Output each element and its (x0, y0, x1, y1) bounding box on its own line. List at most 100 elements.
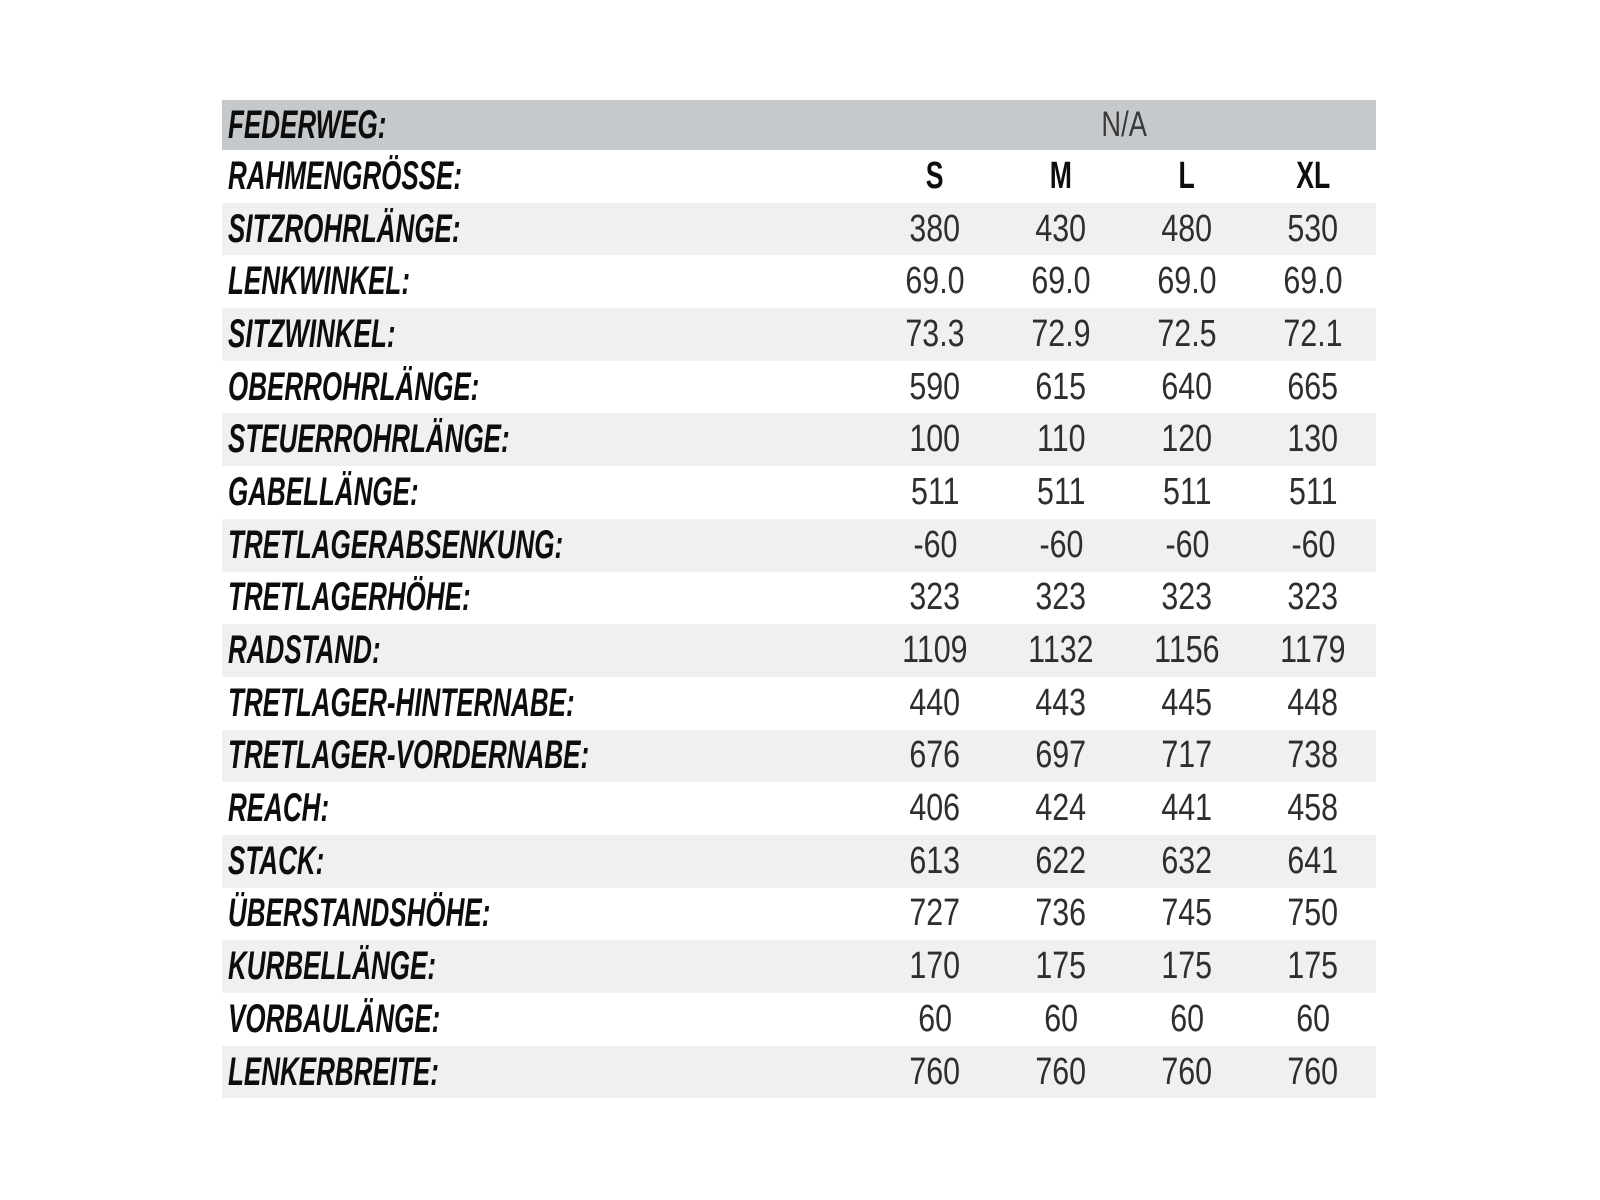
cell-value: 430 (1035, 207, 1087, 250)
value-cell: 69.0 (1124, 260, 1250, 303)
federweg-value-cell: N/A (872, 105, 1376, 145)
table-row: LENKWINKEL: 69.0 69.0 69.0 69.0 (222, 255, 1376, 309)
cell-value: 480 (1161, 207, 1213, 250)
cell-value: -60 (1165, 523, 1209, 566)
value-cell: 1109 (872, 629, 998, 672)
row-label-cell: OBERROHRLÄNGE: (222, 365, 872, 410)
value-cell: 430 (998, 208, 1124, 251)
cell-value: 736 (1035, 892, 1087, 935)
row-label-cell: TRETLAGER-HINTERNABE: (222, 681, 872, 726)
row-label: STACK: (228, 838, 325, 883)
value-cell: 1156 (1124, 629, 1250, 672)
value-cell: -60 (872, 524, 998, 567)
row-label: LENKERBREITE: (228, 1049, 439, 1094)
cell-value: 511 (910, 470, 960, 513)
row-label-cell: ÜBERSTANDSHÖHE: (222, 891, 872, 936)
row-label-cell: FEDERWEG: (222, 103, 872, 148)
value-cell: 175 (1250, 945, 1376, 988)
cell-value: 170 (909, 945, 961, 988)
cell-value: 60 (1296, 997, 1330, 1040)
row-label: OBERROHRLÄNGE: (228, 364, 480, 409)
row-label: RAHMENGRÖSSE: (228, 153, 463, 198)
value-cell: 323 (872, 576, 998, 619)
value-cell: 69.0 (998, 260, 1124, 303)
table-row: SITZROHRLÄNGE: 380 430 480 530 (222, 202, 1376, 256)
value-cell: 175 (1124, 945, 1250, 988)
cell-value: 738 (1287, 734, 1339, 777)
value-cell: 760 (1124, 1051, 1250, 1094)
value-cell: 175 (998, 945, 1124, 988)
geometry-table: FEDERWEG: N/A RAHMENGRÖSSE: S M L XL SIT… (222, 100, 1376, 1099)
table-row-federweg: FEDERWEG: N/A (222, 100, 1376, 150)
value-cell: 130 (1250, 418, 1376, 461)
cell-value: 60 (1170, 997, 1204, 1040)
value-cell: 380 (872, 208, 998, 251)
value-cell: 448 (1250, 682, 1376, 725)
value-cell: 632 (1124, 840, 1250, 883)
cell-value: 530 (1287, 207, 1339, 250)
value-cell: 60 (872, 998, 998, 1041)
value-cell: 1132 (998, 629, 1124, 672)
cell-value: 120 (1161, 418, 1213, 461)
value-cell: 73.3 (872, 313, 998, 356)
value-cell: 406 (872, 787, 998, 830)
federweg-value: N/A (1101, 105, 1147, 144)
row-label-cell: STACK: (222, 839, 872, 884)
cell-value: 175 (1035, 945, 1087, 988)
cell-value: 676 (909, 734, 961, 777)
cell-value: 73.3 (905, 312, 965, 355)
value-cell: 443 (998, 682, 1124, 725)
cell-value: 380 (909, 207, 961, 250)
value-cell: 69.0 (1250, 260, 1376, 303)
cell-value: 727 (909, 892, 961, 935)
cell-value: 760 (1287, 1050, 1339, 1093)
cell-value: 60 (918, 997, 952, 1040)
table-row: GABELLÄNGE: 511 511 511 511 (222, 466, 1376, 519)
table-body: SITZROHRLÄNGE: 380 430 480 530 LENKWINKE… (222, 202, 1376, 1099)
cell-value: 443 (1035, 681, 1087, 724)
cell-value: 72.9 (1031, 312, 1091, 355)
cell-value: 1156 (1154, 629, 1220, 672)
cell-value: 511 (1288, 470, 1338, 513)
cell-value: 641 (1287, 839, 1339, 882)
table-row: TRETLAGER-VORDERNABE: 676 697 717 738 (222, 729, 1376, 783)
cell-value: 69.0 (1157, 260, 1217, 303)
row-label: LENKWINKEL: (228, 259, 410, 304)
table-row: OBERROHRLÄNGE: 590 615 640 665 (222, 360, 1376, 414)
cell-value: 590 (909, 365, 961, 408)
value-cell: 760 (1250, 1051, 1376, 1094)
value-cell: 622 (998, 840, 1124, 883)
cell-value: 323 (1035, 576, 1087, 619)
row-label-cell: LENKWINKEL: (222, 259, 872, 304)
row-label: TRETLAGER-VORDERNABE: (228, 733, 590, 778)
size-column-header-s: S (926, 154, 944, 197)
row-label: FEDERWEG: (228, 102, 387, 147)
row-label: TRETLAGER-HINTERNABE: (228, 680, 575, 725)
cell-value: 406 (909, 787, 961, 830)
row-label: VORBAULÄNGE: (228, 996, 441, 1041)
value-cell: 110 (998, 418, 1124, 461)
value-cell: 323 (1250, 576, 1376, 619)
cell-value: 448 (1287, 681, 1339, 724)
cell-value: 441 (1161, 787, 1213, 830)
row-label-cell: TRETLAGER-VORDERNABE: (222, 733, 872, 778)
value-cell: 120 (1124, 418, 1250, 461)
cell-value: 175 (1161, 945, 1213, 988)
row-label-cell: RAHMENGRÖSSE: (222, 154, 872, 199)
table-row: TRETLAGERABSENKUNG: -60 -60 -60 -60 (222, 518, 1376, 572)
cell-value: 130 (1287, 418, 1339, 461)
cell-value: 760 (1161, 1050, 1213, 1093)
value-cell: 60 (1250, 998, 1376, 1041)
cell-value: 175 (1287, 945, 1339, 988)
value-cell: 717 (1124, 734, 1250, 777)
row-label: TRETLAGERHÖHE: (228, 575, 471, 620)
row-label: KURBELLÄNGE: (228, 944, 436, 989)
row-label-cell: TRETLAGERABSENKUNG: (222, 523, 872, 568)
cell-value: 69.0 (1283, 260, 1343, 303)
row-label: ÜBERSTANDSHÖHE: (228, 891, 491, 936)
cell-value: 110 (1036, 418, 1086, 461)
value-cell: 736 (998, 892, 1124, 935)
value-cell: 480 (1124, 208, 1250, 251)
cell-value: 511 (1036, 470, 1086, 513)
size-column-header-cell: L (1124, 155, 1250, 198)
